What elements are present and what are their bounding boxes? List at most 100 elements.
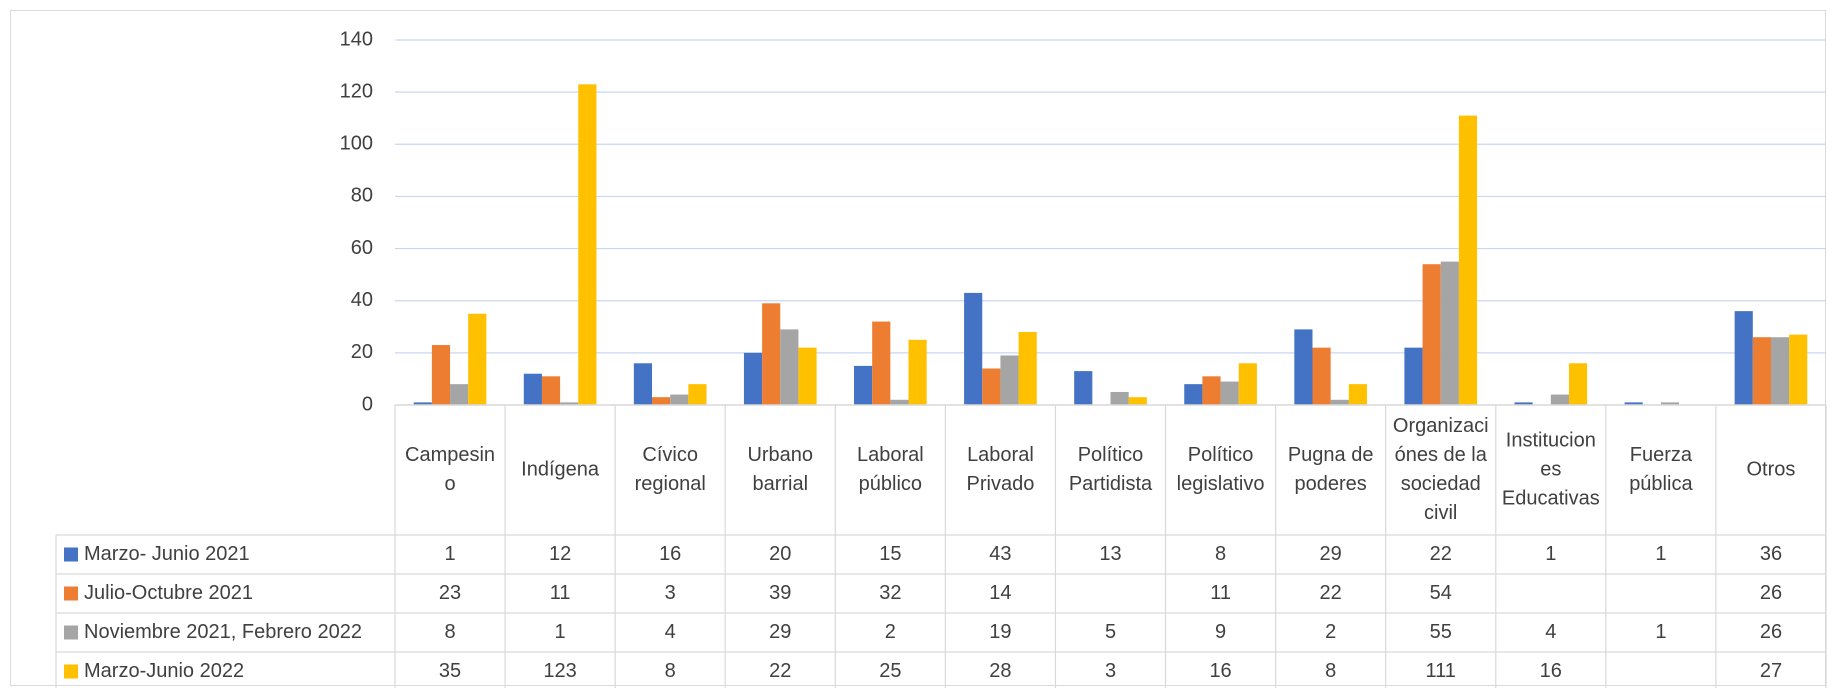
data-label: 13 xyxy=(1099,543,1121,565)
data-label: 8 xyxy=(444,621,455,643)
bar xyxy=(1074,371,1093,405)
bar xyxy=(1458,115,1478,405)
y-tick-label: 140 xyxy=(340,28,373,50)
data-label: 32 xyxy=(879,582,901,604)
data-label: 1 xyxy=(1655,543,1666,565)
data-label: 5 xyxy=(1105,621,1116,643)
bar xyxy=(1752,337,1771,405)
category-label: público xyxy=(859,473,922,495)
bar xyxy=(578,84,597,406)
bar xyxy=(1312,347,1331,405)
bar xyxy=(1660,402,1680,405)
bar xyxy=(1624,402,1643,405)
bar xyxy=(1330,399,1349,405)
bar xyxy=(670,394,689,405)
data-label: 29 xyxy=(769,621,791,643)
bar xyxy=(541,376,561,405)
bar xyxy=(633,363,653,405)
data-label: 2 xyxy=(885,621,896,643)
data-label: 39 xyxy=(769,582,791,604)
data-label: 8 xyxy=(1325,660,1336,682)
data-label: 4 xyxy=(1545,621,1556,643)
bar xyxy=(1184,384,1203,405)
category-label: Laboral xyxy=(967,444,1034,466)
bar xyxy=(1568,363,1588,405)
data-label: 8 xyxy=(665,660,676,682)
bar xyxy=(1348,384,1367,405)
bar xyxy=(908,339,927,405)
legend-label: Noviembre 2021, Febrero 2022 xyxy=(84,621,362,643)
category-label: ónes de la xyxy=(1395,444,1488,466)
data-label: 28 xyxy=(989,660,1011,682)
category-label: sociedad xyxy=(1401,473,1481,495)
legend-swatch xyxy=(64,625,78,640)
bar xyxy=(743,352,763,405)
legend-swatch xyxy=(64,547,78,562)
bar xyxy=(1734,311,1753,405)
y-tick-label: 80 xyxy=(351,185,373,207)
y-tick-label: 20 xyxy=(351,341,373,363)
bar xyxy=(1110,391,1129,405)
data-label: 19 xyxy=(989,621,1011,643)
bar xyxy=(431,345,451,405)
data-label: 111 xyxy=(1426,660,1456,682)
category-label: Indígena xyxy=(521,458,600,480)
legend-swatch xyxy=(64,664,78,679)
y-tick-label: 40 xyxy=(351,289,373,311)
bar xyxy=(468,313,487,405)
data-label: 1 xyxy=(1545,543,1556,565)
data-label: 4 xyxy=(665,621,676,643)
y-tick-label: 60 xyxy=(351,237,373,259)
data-label: 12 xyxy=(549,543,571,565)
data-label: 16 xyxy=(659,543,681,565)
data-label: 123 xyxy=(543,660,576,682)
bar xyxy=(1422,264,1441,405)
bar xyxy=(1018,332,1037,405)
category-label: Institucion xyxy=(1506,429,1596,451)
category-label: Urbano xyxy=(747,444,813,466)
bar xyxy=(450,384,469,405)
category-label: Campesin xyxy=(405,444,495,466)
bar xyxy=(1514,402,1533,405)
category-label: Partidista xyxy=(1069,473,1153,495)
data-label: 16 xyxy=(1540,660,1562,682)
y-tick-label: 100 xyxy=(340,133,373,155)
data-label: 55 xyxy=(1430,621,1452,643)
data-label: 23 xyxy=(439,582,461,604)
data-label: 43 xyxy=(989,543,1011,565)
category-label: barrial xyxy=(752,473,808,495)
data-label: 22 xyxy=(1430,543,1452,565)
bar xyxy=(1000,355,1019,405)
category-label: Organizaci xyxy=(1393,415,1489,437)
data-label: 11 xyxy=(1210,582,1231,604)
data-label: 14 xyxy=(989,582,1011,604)
bar xyxy=(982,368,1001,405)
data-label: 3 xyxy=(1105,660,1116,682)
data-label: 1 xyxy=(1655,621,1666,643)
bar xyxy=(652,397,671,405)
bar xyxy=(413,402,432,405)
bar xyxy=(964,292,983,405)
bar xyxy=(1202,376,1221,405)
data-label: 25 xyxy=(879,660,901,682)
bar xyxy=(1238,363,1257,405)
data-label: 1 xyxy=(444,543,455,565)
bar xyxy=(1294,329,1313,405)
bar xyxy=(560,402,579,405)
data-label: 26 xyxy=(1760,582,1782,604)
bar xyxy=(523,373,542,405)
data-label: 22 xyxy=(769,660,791,682)
data-label: 2 xyxy=(1325,621,1336,643)
data-label: 27 xyxy=(1760,660,1782,682)
category-label: poderes xyxy=(1295,473,1367,495)
data-label: 9 xyxy=(1215,621,1226,643)
legend-label: Marzo- Junio 2021 xyxy=(84,543,250,565)
category-label: regional xyxy=(635,473,706,495)
category-label: Fuerza xyxy=(1630,444,1693,466)
category-label: pública xyxy=(1629,473,1693,495)
bar xyxy=(854,365,873,405)
data-label: 22 xyxy=(1320,582,1342,604)
legend-label: Marzo-Junio 2022 xyxy=(84,660,244,682)
category-label: legislativo xyxy=(1177,473,1265,495)
